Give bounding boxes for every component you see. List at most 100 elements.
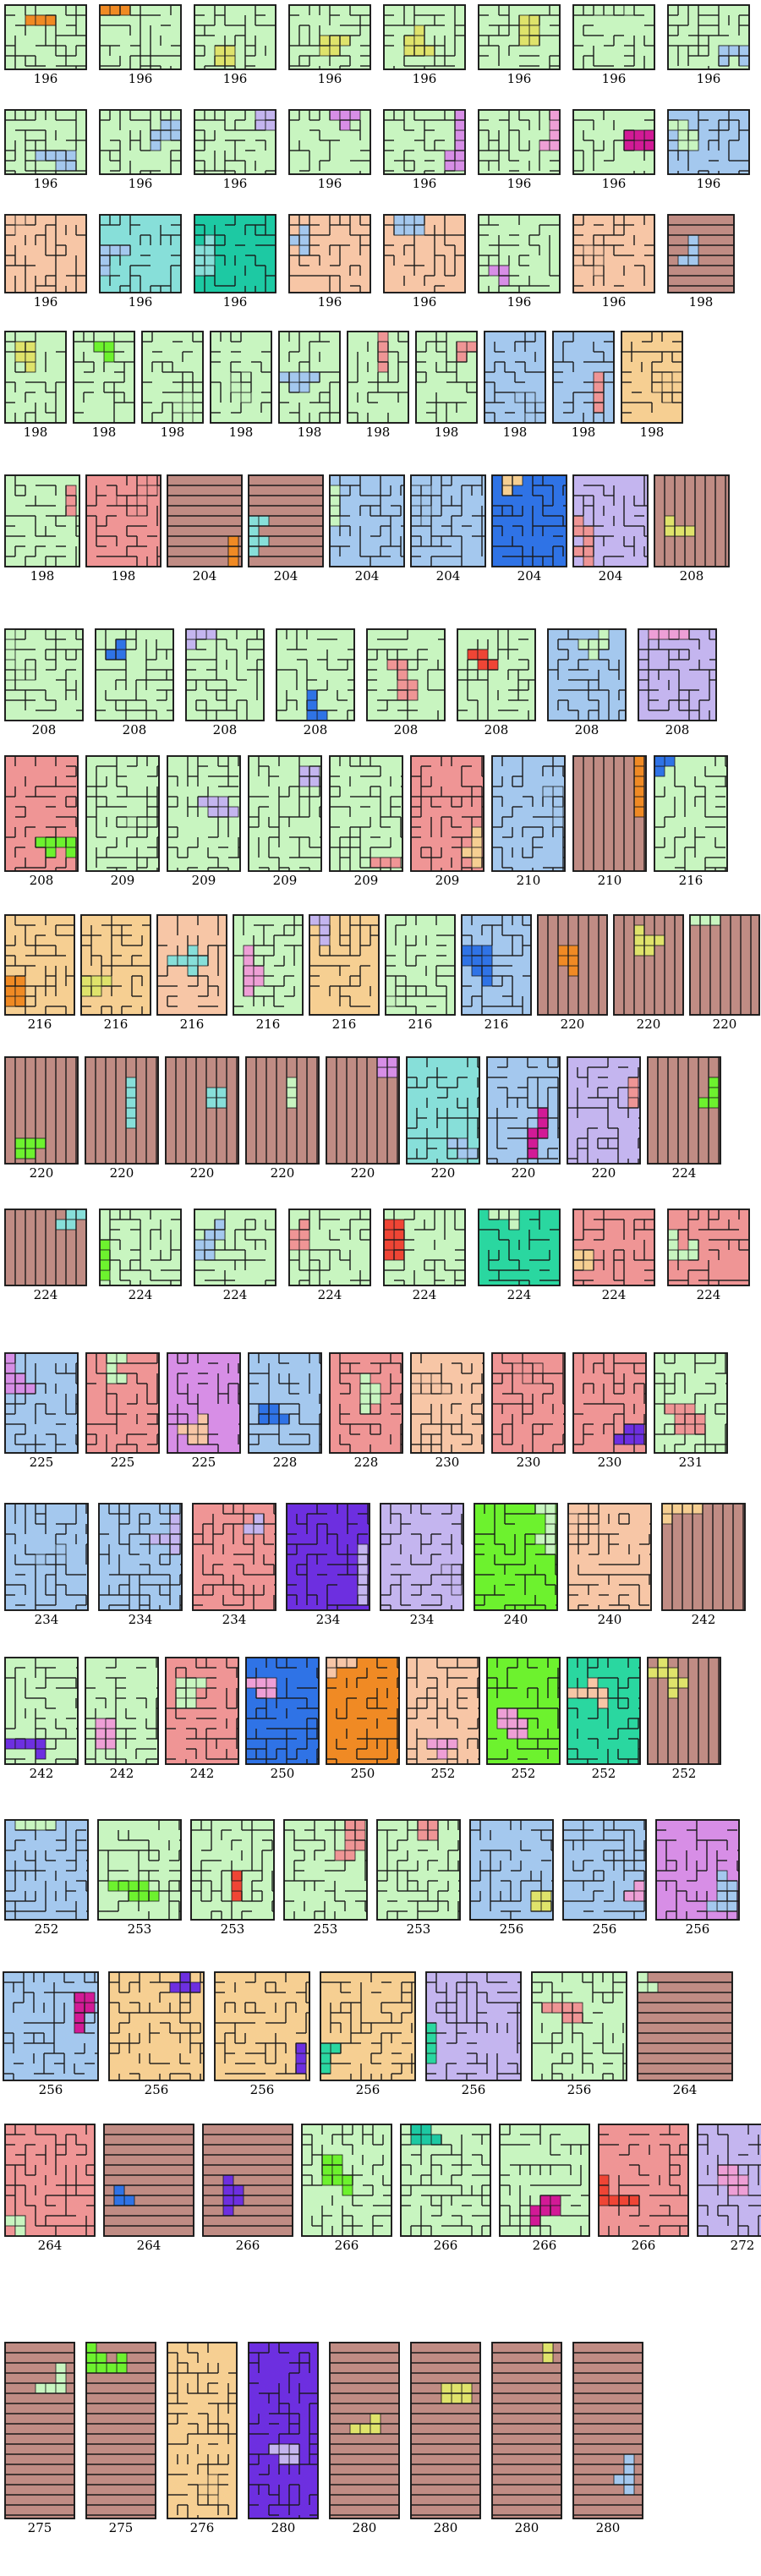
polyomino-thumbnail: 209 (410, 755, 485, 888)
polyomino-thumbnail: 224 (99, 1209, 182, 1302)
polyomino-thumbnail: 209 (167, 755, 241, 888)
polyomino-thumbnail: 220 (326, 1056, 400, 1181)
polyomino-thumbnail: 242 (4, 1657, 79, 1781)
polyomino-thumbnail: 272 (697, 2124, 761, 2253)
cell-label: 209 (354, 873, 379, 888)
polyomino-thumbnail: 234 (98, 1503, 183, 1627)
polyomino-thumbnail: 196 (288, 4, 371, 86)
polyomino-thumbnail: 208 (366, 628, 446, 737)
polyomino-thumbnail: 220 (245, 1056, 320, 1181)
cell-label: 256 (686, 1921, 710, 1937)
cell-label: 224 (413, 1287, 437, 1302)
polyomino-thumbnail: 256 (469, 1819, 554, 1937)
polyomino-thumbnail: 198 (278, 331, 341, 440)
cell-label: 196 (34, 71, 58, 86)
polyomino-thumbnail: 224 (647, 1056, 721, 1181)
polyomino-thumbnail: 264 (637, 1971, 733, 2097)
polyomino-thumbnail: 275 (4, 2342, 75, 2535)
cell-label: 216 (256, 1017, 281, 1032)
cell-label: 196 (129, 71, 153, 86)
polyomino-thumbnail: 266 (499, 2124, 590, 2253)
cell-label: 225 (111, 1455, 135, 1470)
polyomino-thumbnail: 280 (248, 2342, 319, 2535)
cell-label: 196 (507, 176, 532, 191)
cell-label: 220 (637, 1017, 661, 1032)
cell-label: 216 (485, 1017, 509, 1032)
cell-label: 256 (250, 2082, 275, 2097)
polyomino-thumbnail: 234 (192, 1503, 276, 1627)
polyomino-thumbnail: 204 (248, 474, 324, 584)
cell-label: 220 (512, 1165, 536, 1181)
polyomino-thumbnail: 198 (85, 474, 162, 584)
cell-label: 220 (431, 1165, 456, 1181)
cell-label: 230 (517, 1455, 541, 1470)
cell-label: 225 (30, 1455, 54, 1470)
polyomino-thumbnail: 196 (4, 4, 87, 86)
polyomino-thumbnail: 210 (572, 755, 647, 888)
cell-label: 196 (34, 176, 58, 191)
cell-label: 208 (123, 722, 147, 737)
cell-label: 256 (356, 2082, 380, 2097)
polyomino-thumbnail: 198 (4, 331, 67, 440)
polyomino-thumbnail: 230 (410, 1352, 485, 1470)
cell-label: 266 (533, 2238, 557, 2253)
cell-label: 234 (316, 1612, 341, 1627)
cell-label: 242 (692, 1612, 716, 1627)
polyomino-thumbnail: 198 (4, 474, 80, 584)
polyomino-thumbnail: 256 (214, 1971, 310, 2097)
polyomino-thumbnail: 198 (210, 331, 272, 440)
polyomino-thumbnail: 216 (80, 914, 151, 1032)
cell-label: 198 (435, 425, 459, 440)
polyomino-thumbnail: 266 (400, 2124, 491, 2253)
polyomino-thumbnail: 220 (406, 1056, 480, 1181)
cell-label: 234 (222, 1612, 247, 1627)
polyomino-thumbnail: 208 (4, 755, 79, 888)
cell-label: 242 (110, 1766, 134, 1781)
cell-label: 208 (213, 722, 238, 737)
polyomino-thumbnail: 216 (233, 914, 304, 1032)
polyomino-thumbnail: 196 (99, 109, 182, 191)
cell-label: 266 (236, 2238, 260, 2253)
cell-label: 208 (665, 722, 690, 737)
cell-label: 209 (435, 873, 460, 888)
polyomino-thumbnail: 196 (99, 4, 182, 86)
cell-label: 231 (679, 1455, 704, 1470)
polyomino-thumbnail: 256 (3, 1971, 99, 2097)
polyomino-thumbnail: 252 (486, 1657, 561, 1781)
cell-label: 220 (713, 1017, 737, 1032)
cell-label: 280 (515, 2520, 539, 2535)
cell-label: 264 (38, 2238, 63, 2253)
polyomino-thumbnail: 196 (572, 214, 655, 310)
polyomino-thumbnail: 220 (537, 914, 608, 1032)
cell-label: 242 (30, 1766, 54, 1781)
cell-label: 196 (223, 176, 248, 191)
polyomino-thumbnail: 276 (167, 2342, 238, 2535)
polyomino-thumbnail: 275 (85, 2342, 156, 2535)
cell-label: 234 (129, 1612, 153, 1627)
cell-label: 234 (410, 1612, 435, 1627)
cell-label: 196 (507, 294, 532, 310)
cell-label: 256 (462, 2082, 486, 2097)
cell-label: 216 (332, 1017, 357, 1032)
polyomino-thumbnail: 231 (654, 1352, 728, 1470)
cell-label: 280 (596, 2520, 621, 2535)
polyomino-thumbnail: 196 (288, 214, 371, 310)
polyomino-thumbnail: 252 (647, 1657, 721, 1781)
cell-label: 256 (500, 1921, 524, 1937)
polyomino-thumbnail: 234 (380, 1503, 464, 1627)
polyomino-thumbnail: 250 (245, 1657, 320, 1781)
polyomino-thumbnail: 216 (4, 914, 75, 1032)
polyomino-thumbnail: 196 (4, 109, 87, 191)
polyomino-thumbnail: 230 (491, 1352, 566, 1470)
cell-label: 220 (271, 1165, 295, 1181)
cell-label: 224 (318, 1287, 342, 1302)
polyomino-thumbnail: 198 (621, 331, 683, 440)
polyomino-thumbnail: 208 (457, 628, 536, 737)
cell-label: 196 (413, 294, 437, 310)
polyomino-thumbnail: 250 (326, 1657, 400, 1781)
cell-label: 253 (407, 1921, 431, 1937)
cell-label: 196 (602, 71, 627, 86)
cell-label: 196 (318, 294, 342, 310)
cell-label: 256 (593, 1921, 617, 1937)
cell-label: 198 (366, 425, 391, 440)
